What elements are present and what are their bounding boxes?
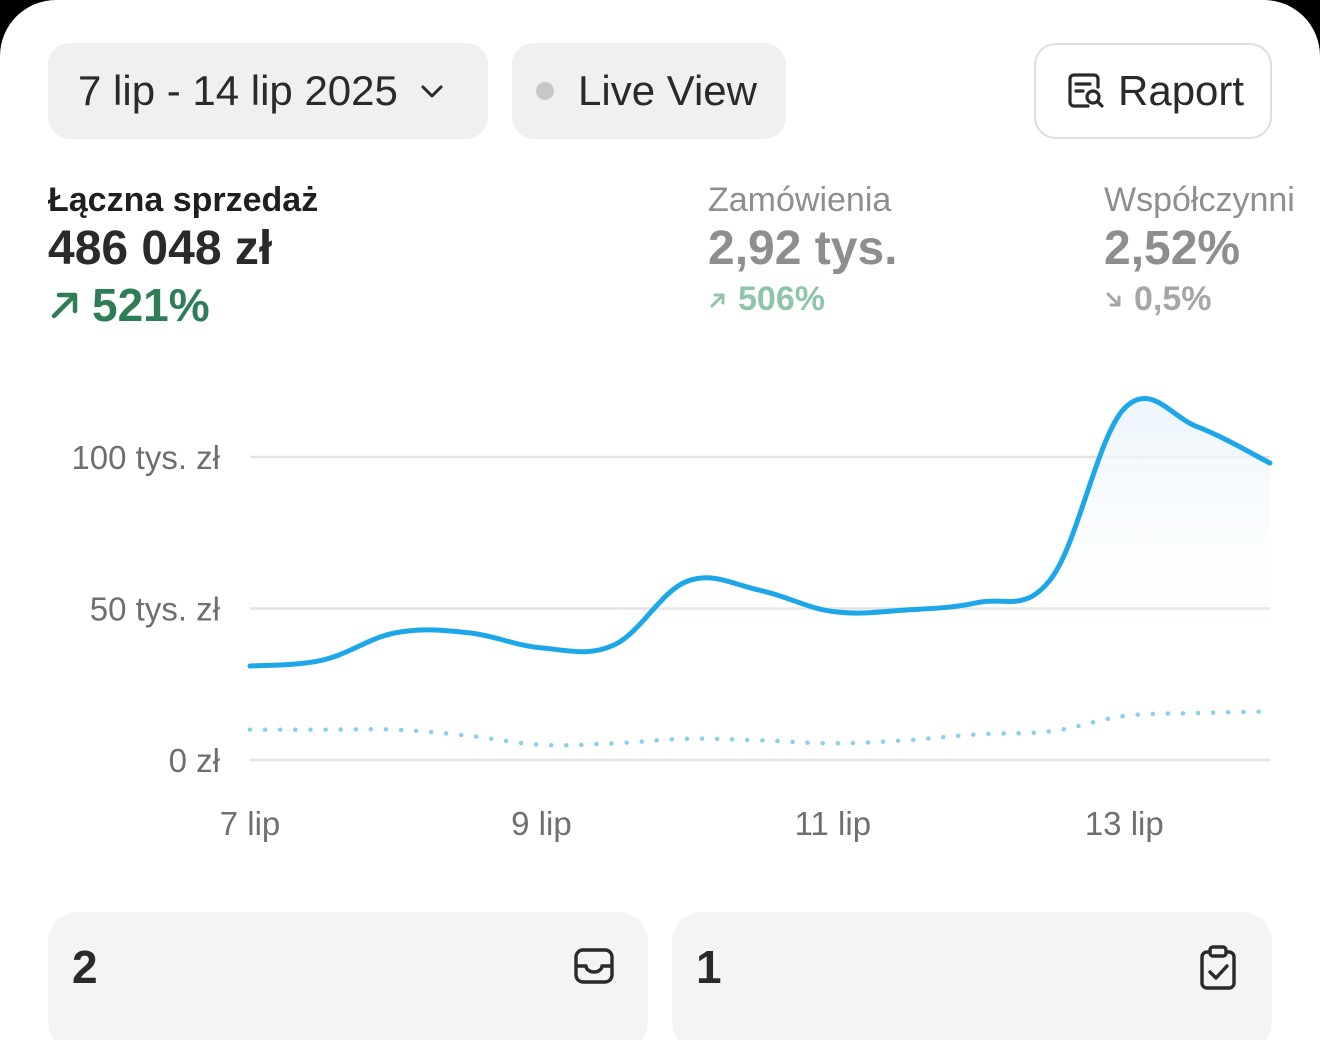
report-label: Raport xyxy=(1118,67,1244,115)
tile-count: 2 xyxy=(72,940,98,994)
metric-delta: 506% xyxy=(708,280,897,319)
arrow-up-right-icon xyxy=(708,290,728,310)
metric-delta-value: 521% xyxy=(92,278,210,332)
metric-delta-value: 0,5% xyxy=(1134,280,1212,319)
y-tick-label: 50 tys. zł xyxy=(90,591,221,628)
sales-chart[interactable]: 0 zł 50 tys. zł 100 tys. zł 7 lip 9 lip 11 l… xyxy=(0,380,1320,870)
metric-delta: 0,5% xyxy=(1104,280,1295,319)
metric-value: 486 048 zł xyxy=(48,220,318,278)
y-axis: 0 zł 50 tys. zł 100 tys. zł xyxy=(71,439,220,779)
series-area xyxy=(250,398,1270,666)
x-tick-label: 9 lip xyxy=(511,805,572,842)
date-range-label: 7 lip - 14 lip 2025 xyxy=(78,67,398,115)
metric-label: Zamówienia xyxy=(708,180,897,220)
clipboard-check-icon xyxy=(1196,944,1240,992)
metric-delta-value: 506% xyxy=(738,280,825,319)
x-tick-label: 7 lip xyxy=(220,805,281,842)
metric-conversion-rate[interactable]: Współczynni 2,52% 0,5% xyxy=(1104,180,1295,319)
chart-series xyxy=(250,398,1270,745)
chevron-down-icon xyxy=(418,77,446,105)
x-axis: 7 lip 9 lip 11 lip 13 lip xyxy=(220,805,1164,842)
arrow-down-right-icon xyxy=(1104,290,1124,310)
live-status-dot xyxy=(536,82,554,100)
metric-value: 2,52% xyxy=(1104,220,1295,278)
live-view-button[interactable]: Live View xyxy=(512,43,786,139)
live-view-label: Live View xyxy=(578,67,757,115)
metric-label: Współczynni xyxy=(1104,180,1295,220)
y-tick-label: 0 zł xyxy=(169,742,221,779)
series-line-previous xyxy=(250,712,1270,746)
metric-value: 2,92 tys. xyxy=(708,220,897,278)
date-range-picker[interactable]: 7 lip - 14 lip 2025 xyxy=(48,43,488,139)
y-tick-label: 100 tys. zł xyxy=(71,439,220,476)
metric-label: Łączna sprzedaż xyxy=(48,180,318,220)
x-tick-label: 13 lip xyxy=(1085,805,1164,842)
report-search-icon xyxy=(1066,71,1106,111)
report-button[interactable]: Raport xyxy=(1034,43,1272,139)
info-tile-tasks[interactable]: 1 xyxy=(672,912,1272,1040)
info-tile-inbox[interactable]: 2 xyxy=(48,912,648,1040)
metric-orders[interactable]: Zamówienia 2,92 tys. 506% xyxy=(708,180,897,319)
metric-delta: 521% xyxy=(48,278,318,332)
tile-count: 1 xyxy=(696,940,722,994)
x-tick-label: 11 lip xyxy=(795,805,871,842)
metric-total-sales[interactable]: Łączna sprzedaż 486 048 zł 521% xyxy=(48,180,318,332)
inbox-icon xyxy=(572,944,616,988)
arrow-up-right-icon xyxy=(48,288,82,322)
